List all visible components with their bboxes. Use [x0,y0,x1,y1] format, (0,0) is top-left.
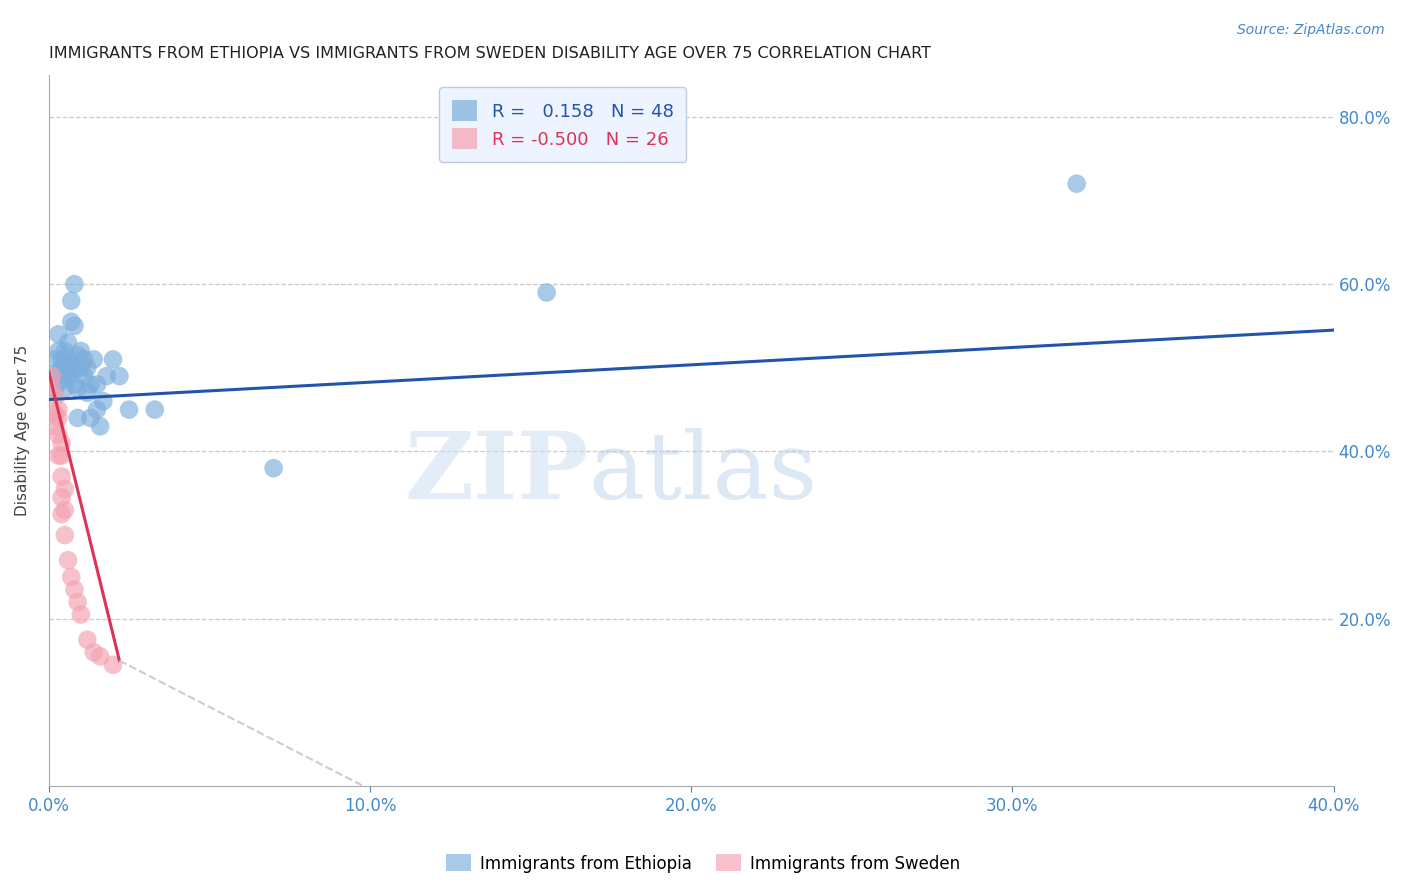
Point [108,369,131,384]
Point [48,449,70,463]
Point [48,327,70,342]
Point [60,293,83,308]
Point [143,402,166,417]
Point [44,407,66,421]
Point [79,377,101,392]
Point [63,277,86,291]
Text: IMMIGRANTS FROM ETHIOPIA VS IMMIGRANTS FROM SWEDEN DISABILITY AGE OVER 75 CORREL: IMMIGRANTS FROM ETHIOPIA VS IMMIGRANTS F… [49,46,931,62]
Point [76,632,98,647]
Point [101,352,124,367]
Point [44,382,66,396]
Point [79,411,101,425]
Point [70,344,93,359]
Point [63,318,86,333]
Point [89,419,111,434]
Point [41,369,63,384]
Point [73,352,96,367]
Point [73,369,96,384]
Point [51,360,73,375]
Point [86,402,108,417]
Legend: Immigrants from Ethiopia, Immigrants from Sweden: Immigrants from Ethiopia, Immigrants fro… [440,847,966,880]
Point [56,360,79,375]
Point [60,570,83,584]
Y-axis label: Disability Age Over 75: Disability Age Over 75 [15,345,30,516]
Point [53,357,76,371]
Point [1066,177,1088,191]
Point [60,315,83,329]
Legend: R =   0.158   N = 48, R = -0.500   N = 26: R = 0.158 N = 48, R = -0.500 N = 26 [439,87,686,161]
Point [70,360,93,375]
Point [51,507,73,521]
Point [53,382,76,396]
Point [76,360,98,375]
Point [96,369,118,384]
Point [63,377,86,392]
Point [86,377,108,392]
Point [48,344,70,359]
Point [44,352,66,367]
Point [101,657,124,672]
Point [70,607,93,622]
Point [118,402,141,417]
Point [76,385,98,400]
Point [51,469,73,483]
Point [56,369,79,384]
Point [66,595,89,609]
Point [51,449,73,463]
Point [56,553,79,567]
Point [51,491,73,505]
Point [66,411,89,425]
Point [51,352,73,367]
Point [41,369,63,384]
Point [83,352,105,367]
Point [60,365,83,379]
Point [60,357,83,371]
Point [44,390,66,404]
Point [48,402,70,417]
Point [66,348,89,362]
Point [93,394,115,409]
Point [51,436,73,450]
Point [66,382,89,396]
Point [56,352,79,367]
Point [53,528,76,542]
Point [48,427,70,442]
Point [48,365,70,379]
Point [263,461,285,475]
Point [53,344,76,359]
Point [41,382,63,396]
Point [53,365,76,379]
Point [536,285,558,300]
Text: atlas: atlas [588,428,818,518]
Point [83,645,105,659]
Point [51,373,73,387]
Point [63,582,86,597]
Point [53,503,76,517]
Point [48,411,70,425]
Point [53,482,76,496]
Point [56,335,79,350]
Text: Source: ZipAtlas.com: Source: ZipAtlas.com [1237,23,1385,37]
Text: ZIP: ZIP [404,428,588,518]
Point [44,419,66,434]
Point [89,649,111,664]
